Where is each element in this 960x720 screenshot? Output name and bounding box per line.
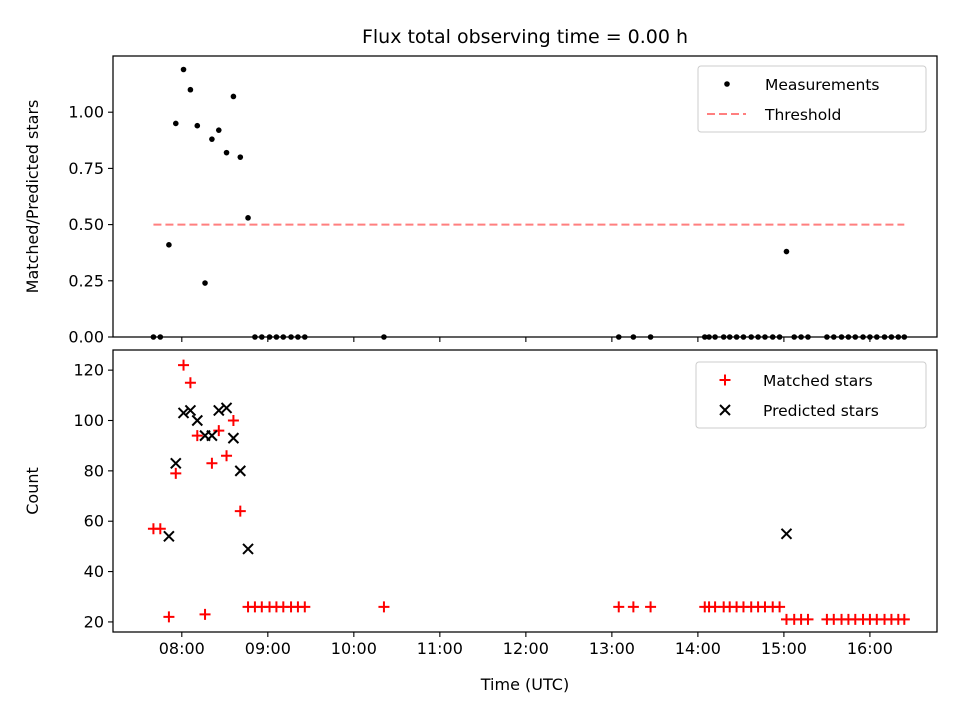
matched-stars-point	[227, 415, 239, 426]
top-panel-y-ticks: 0.00 0.25 0.50 0.75 1.00	[68, 103, 113, 347]
chart-title: Flux total observing time = 0.00 h	[362, 26, 688, 48]
top-panel-legend: Measurements Threshold	[697, 65, 927, 133]
legend-label-matched-stars: Matched stars	[763, 372, 873, 390]
measurements-point	[215, 127, 222, 133]
predicted-stars-point	[780, 528, 793, 540]
y-tick-label: 0.25	[68, 271, 104, 290]
x-tick-label: 16:00	[847, 639, 893, 658]
measurements-point	[202, 280, 208, 286]
bottom-panel-marks	[147, 359, 910, 625]
bottom-panel-y-axis-label: Count	[23, 467, 42, 515]
predicted-stars-point	[227, 432, 240, 444]
measurements-point	[166, 242, 172, 248]
legend-marker-sample	[719, 374, 731, 386]
matched-stars-point	[613, 601, 625, 613]
matched-stars-point	[627, 601, 639, 613]
y-tick-label: 1.00	[68, 103, 104, 122]
predicted-stars-point	[206, 429, 218, 442]
legend-marker-predicted-stars	[719, 404, 731, 416]
predicted-stars-point	[184, 404, 197, 417]
legend-label-predicted-stars: Predicted stars	[763, 402, 879, 420]
y-tick-label: 80	[84, 461, 104, 480]
matched-stars-point	[213, 425, 225, 437]
matched-stars-point	[178, 359, 190, 371]
legend-label-threshold: Threshold	[764, 106, 841, 124]
matched-stars-point	[378, 601, 390, 613]
y-tick-label: 100	[73, 411, 104, 430]
x-tick-label: 13:00	[589, 639, 635, 658]
matched-stars-point	[299, 601, 311, 613]
measurements-point	[172, 120, 179, 127]
bottom-panel-x-ticks: 08:00 09:00 10:00 11:00 12:00 13:00 14:00 15:00…	[159, 632, 893, 658]
measurements-point	[245, 215, 251, 221]
bottom-panel-frame	[112, 349, 938, 633]
y-tick-label: 20	[84, 612, 104, 631]
bottom-panel: 20 40 60 80 100 120 08:00 09:00 10:00 11:00 12:00…	[23, 349, 938, 694]
measurements-point	[237, 154, 244, 160]
x-tick-label: 09:00	[245, 639, 291, 658]
x-tick-label: 10:00	[331, 639, 377, 658]
y-tick-label: 0.00	[68, 328, 104, 347]
matched-stars-point	[199, 608, 211, 620]
x-axis-label: Time (UTC)	[480, 675, 569, 694]
top-legend-box	[697, 65, 927, 133]
measurements-point	[230, 93, 237, 100]
matched-stars-point	[206, 457, 218, 469]
measurements-point	[783, 248, 790, 255]
predicted-stars-point	[213, 404, 225, 417]
measurements-point	[223, 149, 230, 156]
matched-stars-point	[898, 613, 910, 625]
matched-stars-point	[802, 613, 814, 625]
legend-marker-sample	[719, 404, 731, 416]
matched-stars-point	[774, 601, 786, 613]
x-tick-label: 11:00	[417, 639, 463, 658]
bottom-panel-y-ticks: 20 40 60 80 100 120	[73, 361, 113, 631]
predicted-stars-point	[234, 465, 247, 477]
predicted-stars-point	[242, 543, 254, 555]
matched-stars-point	[191, 430, 203, 442]
legend-marker-measurements	[724, 81, 730, 87]
matched-stars-point	[184, 377, 196, 389]
x-tick-label: 08:00	[159, 639, 205, 658]
top-panel: 0.00 0.25 0.50 0.75 1.00 Matched/Predicted s…	[23, 55, 938, 347]
predicted-stars-point	[163, 530, 175, 543]
bottom-legend-box	[695, 361, 927, 429]
matched-stars-point	[645, 601, 657, 613]
legend-label-measurements: Measurements	[765, 76, 880, 94]
y-tick-label: 60	[84, 512, 104, 531]
top-panel-marks	[150, 66, 908, 340]
matched-stars-point	[234, 505, 246, 517]
predicted-stars-point	[170, 457, 182, 470]
measurements-point	[180, 66, 187, 73]
predicted-stars-point	[191, 414, 203, 427]
x-tick-label: 15:00	[761, 639, 807, 658]
measurements-point	[187, 86, 194, 93]
predicted-stars-point	[220, 402, 233, 414]
legend-marker-matched-stars	[719, 374, 731, 386]
measurements-point	[194, 122, 201, 129]
matched-stars-point	[170, 467, 182, 479]
y-tick-label: 0.75	[68, 159, 104, 178]
x-tick-label: 12:00	[503, 639, 549, 658]
legend-marker-sample	[724, 81, 730, 87]
top-panel-frame	[112, 55, 938, 338]
matched-stars-point	[163, 611, 175, 623]
y-tick-label: 40	[84, 562, 104, 581]
predicted-stars-point	[177, 407, 190, 419]
bottom-panel-legend: Matched stars Predicted stars	[695, 361, 927, 429]
y-tick-label: 120	[73, 361, 104, 380]
measurements-point	[209, 136, 215, 142]
matched-stars-point	[154, 523, 166, 535]
top-panel-y-axis-label: Matched/Predicted stars	[23, 100, 42, 294]
y-tick-label: 0.50	[68, 215, 104, 234]
top-panel-x-ticks	[181, 337, 871, 342]
matched-stars-point	[221, 450, 233, 462]
x-tick-label: 14:00	[675, 639, 721, 658]
